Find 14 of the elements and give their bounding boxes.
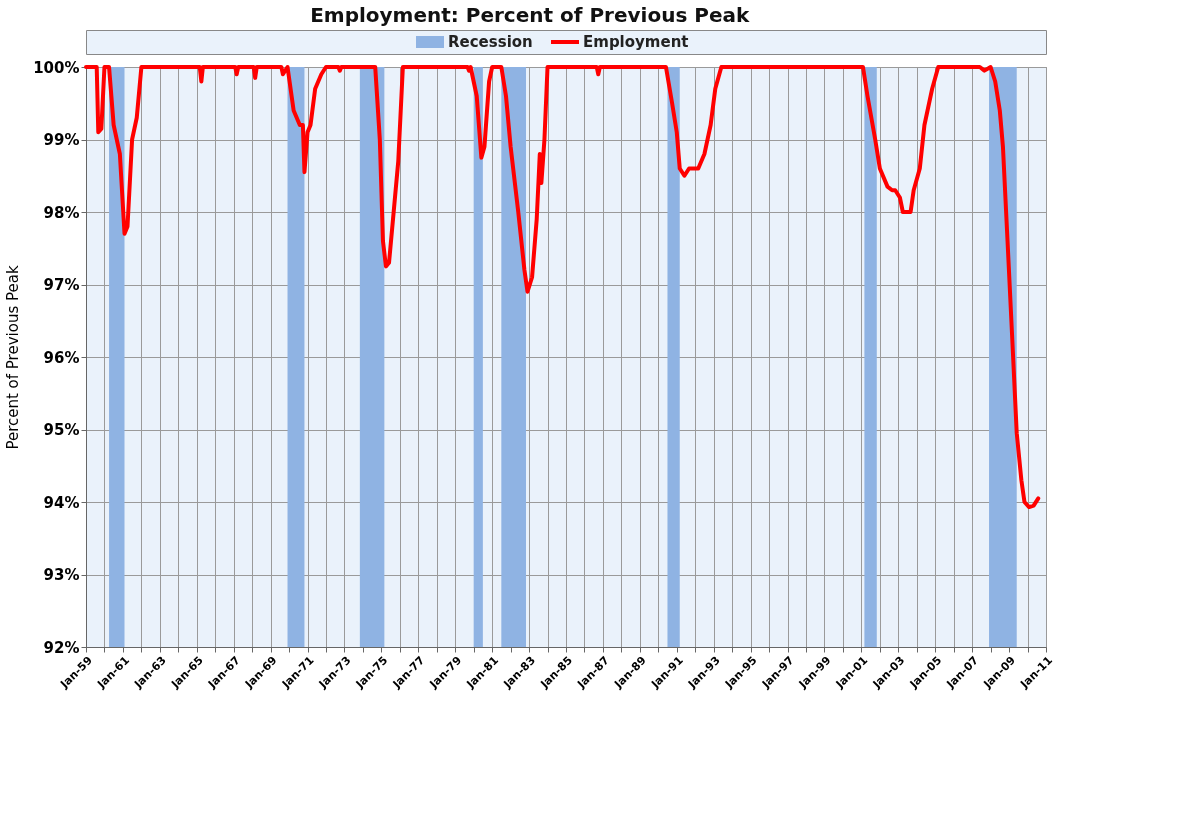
legend-label: Employment (583, 33, 689, 51)
y-axis-title: Percent of Previous Peak (4, 265, 23, 450)
y-tick-label: 93% (43, 566, 80, 584)
y-tick-label: 92% (43, 638, 80, 657)
line-series (84, 65, 1041, 510)
y-tick-label: 95% (43, 421, 80, 439)
y-tick-label: 94% (43, 493, 80, 512)
legend-label: Recession (448, 33, 533, 51)
y-tick-label: 96% (43, 348, 80, 367)
y-tick-label: 98% (43, 203, 80, 222)
y-tick-label: 99% (43, 131, 80, 149)
y-tick-label: 100% (33, 58, 80, 77)
y-tick-label: 97% (43, 276, 80, 294)
chart-title: Employment: Percent of Previous Peak (310, 2, 750, 27)
